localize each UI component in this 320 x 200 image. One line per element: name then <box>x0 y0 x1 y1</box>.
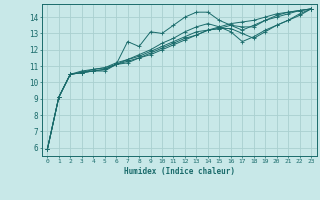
X-axis label: Humidex (Indice chaleur): Humidex (Indice chaleur) <box>124 167 235 176</box>
